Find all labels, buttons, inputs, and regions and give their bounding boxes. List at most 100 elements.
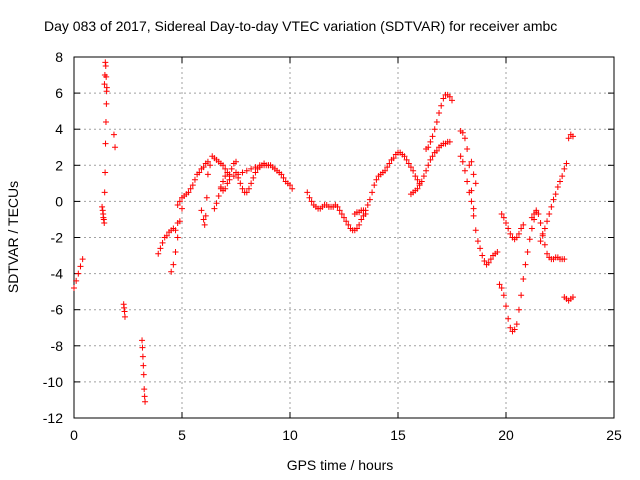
data-point	[557, 178, 563, 185]
data-point	[248, 180, 255, 187]
data-point	[139, 353, 146, 360]
series-seg-1600-1730-upper	[423, 91, 455, 153]
data-point	[479, 252, 486, 259]
data-point	[541, 241, 548, 248]
data-point	[535, 211, 542, 218]
series-seg-0545-0615	[198, 158, 214, 228]
data-point	[100, 211, 107, 218]
series-seg-2100-2230	[528, 207, 568, 263]
data-point	[433, 118, 440, 125]
data-point	[252, 164, 259, 171]
data-point	[174, 234, 181, 241]
data-point	[360, 212, 367, 219]
data-point	[243, 167, 250, 174]
data-point	[537, 220, 544, 227]
data-point	[185, 189, 192, 196]
data-point	[470, 212, 477, 219]
data-point	[550, 196, 557, 203]
series-seg-0130-0145	[99, 59, 110, 227]
data-point	[515, 230, 522, 237]
data-point	[211, 205, 218, 212]
data-point	[569, 133, 576, 140]
data-point	[172, 248, 179, 255]
y-tick-label: -10	[43, 374, 63, 390]
data-point	[464, 178, 471, 185]
data-point	[496, 281, 503, 288]
data-point	[287, 182, 293, 189]
data-point	[569, 294, 576, 301]
data-point	[222, 185, 229, 192]
data-point	[464, 146, 471, 153]
data-point	[505, 225, 512, 232]
data-point	[179, 205, 185, 212]
data-point	[261, 160, 268, 167]
data-point	[217, 183, 224, 190]
data-point	[427, 156, 434, 163]
data-point	[358, 216, 365, 223]
data-point	[513, 234, 520, 241]
data-point	[364, 202, 371, 209]
data-point	[198, 207, 205, 214]
series-seg-1830-1900-c	[468, 158, 479, 187]
data-point	[561, 256, 568, 263]
data-point	[110, 131, 117, 138]
data-point	[420, 173, 427, 180]
data-point	[507, 230, 514, 237]
data-point	[366, 196, 373, 203]
data-point	[362, 207, 369, 214]
data-point	[308, 198, 315, 205]
data-point	[100, 216, 107, 223]
data-point	[515, 306, 522, 313]
data-point	[248, 165, 255, 172]
series-seg-0000-0030	[71, 256, 86, 292]
data-point	[498, 285, 505, 292]
data-point	[103, 88, 110, 95]
series-seg-0900-1015	[265, 162, 296, 192]
data-point	[474, 238, 481, 245]
series-seg-0145-0200	[110, 131, 119, 151]
data-point	[142, 398, 149, 405]
data-point	[511, 326, 518, 333]
x-tick-label: 25	[606, 427, 622, 443]
data-point	[425, 162, 432, 169]
data-point	[561, 165, 568, 172]
series-seg-1800-1900	[457, 128, 501, 268]
data-point	[187, 185, 194, 192]
y-tick-label: 4	[55, 121, 63, 137]
data-point	[449, 97, 455, 104]
y-tick-label: -2	[51, 230, 64, 246]
data-point	[99, 203, 106, 210]
data-point	[384, 164, 391, 171]
data-point	[554, 183, 561, 190]
data-point	[71, 285, 77, 292]
x-tick-label: 20	[498, 427, 514, 443]
data-point	[353, 225, 360, 232]
axis-ticks	[73, 56, 615, 419]
x-tick-label: 5	[178, 427, 186, 443]
data-point	[403, 156, 410, 163]
data-point	[103, 73, 110, 80]
data-point	[565, 135, 572, 142]
data-point	[220, 162, 227, 169]
data-point	[228, 165, 235, 172]
data-point	[306, 194, 313, 201]
chart-title: Day 083 of 2017, Sidereal Day-to-day VTE…	[44, 18, 557, 34]
data-point	[459, 129, 466, 136]
series-seg-2300-end	[565, 131, 576, 142]
data-point	[343, 218, 350, 225]
data-point	[416, 182, 423, 189]
data-point	[405, 160, 412, 167]
data-point	[544, 250, 551, 257]
data-point	[155, 250, 162, 257]
data-point	[200, 216, 207, 223]
data-point	[500, 214, 507, 221]
data-point	[431, 126, 438, 133]
data-point	[461, 167, 468, 174]
data-point	[459, 158, 466, 165]
data-point	[202, 212, 209, 219]
data-point	[243, 189, 250, 196]
data-point	[102, 169, 109, 176]
data-point	[334, 203, 341, 210]
data-point	[533, 207, 540, 214]
series-seg-0500-0545	[174, 165, 205, 209]
